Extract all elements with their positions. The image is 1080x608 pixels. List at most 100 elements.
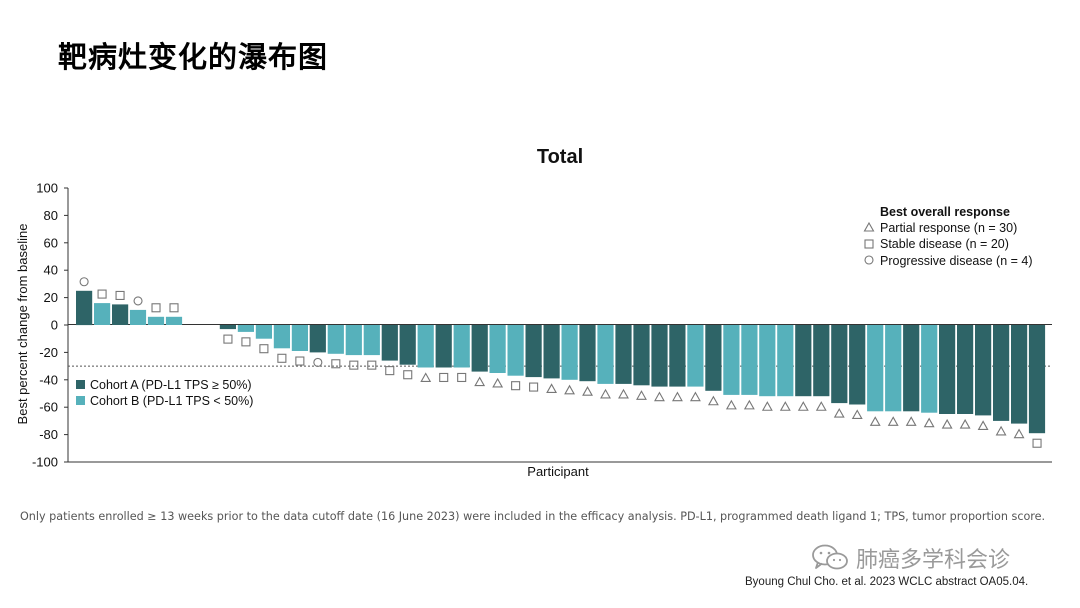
stable-disease-marker (151, 303, 161, 313)
partial-response-marker (941, 418, 953, 429)
partial-response-marker (797, 401, 809, 411)
partial-response-marker (905, 416, 917, 426)
bar (795, 325, 812, 397)
response-legend-item: Partial response (n = 30) (880, 221, 1017, 235)
progressive-disease-marker (79, 277, 89, 287)
partial-response-marker (959, 418, 971, 429)
partial-response-marker (851, 409, 863, 420)
partial-response-marker (474, 376, 486, 387)
stable-disease-marker (439, 372, 449, 383)
bar (129, 309, 147, 325)
x-axis-label: Participant (527, 464, 589, 479)
stable-disease-marker (1032, 438, 1042, 448)
bar (705, 325, 722, 391)
y-axis-label: Best percent change from baseline (15, 224, 30, 425)
partial-response-marker (725, 399, 737, 410)
bar (975, 325, 992, 416)
bar (903, 325, 920, 412)
response-markers-group (79, 277, 1042, 448)
partial-response-marker (689, 391, 701, 402)
bar (255, 325, 272, 339)
stable-disease-marker (385, 366, 395, 376)
bar (543, 325, 560, 379)
partial-response-marker (492, 377, 504, 388)
bar (417, 325, 434, 368)
cohort-legend-item: Cohort B (PD-L1 TPS < 50%) (90, 394, 253, 408)
bar (651, 325, 668, 387)
bar (723, 325, 740, 395)
bar (867, 325, 884, 412)
y-tick-label: 60 (44, 235, 58, 250)
partial-response-marker (671, 391, 683, 402)
partial-response-marker (923, 417, 935, 428)
stable-disease-marker (169, 303, 179, 313)
waterfall-chart: Total 100 80 60 40 20 0 -20 -40 -60 -80 -100 Parti… (15, 146, 1052, 479)
cohort-a-swatch (76, 380, 85, 389)
bar (309, 325, 326, 353)
stable-disease-marker (331, 359, 341, 369)
slide-title: 靶病灶变化的瀑布图 (58, 40, 329, 74)
response-legend-item: Stable disease (n = 20) (880, 237, 1009, 251)
bar (597, 325, 614, 384)
stable-disease-marker (259, 344, 269, 354)
partial-response-marker (707, 395, 719, 406)
bar (831, 325, 848, 404)
bar (237, 325, 254, 332)
partial-response-marker (887, 416, 899, 426)
bars-group (76, 290, 1046, 434)
bar (669, 325, 686, 387)
bar (112, 304, 129, 325)
stable-disease-marker (223, 334, 233, 344)
y-tick-label: 20 (44, 290, 58, 305)
partial-response-marker (815, 401, 827, 411)
bar (885, 325, 902, 412)
y-axis: 100 80 60 40 20 0 -20 -40 -60 -80 -100 (32, 181, 69, 470)
y-tick-label: -40 (39, 372, 58, 387)
stable-disease-marker (367, 360, 377, 370)
bar (471, 325, 488, 372)
bar (165, 316, 183, 325)
bar (813, 325, 830, 397)
y-tick-label: -80 (39, 427, 58, 442)
bar (939, 325, 956, 414)
bar (453, 325, 470, 368)
y-tick-label: 40 (44, 263, 58, 278)
partial-response-marker (977, 420, 989, 430)
bar (993, 325, 1010, 421)
y-tick-label: -100 (32, 455, 58, 470)
bar (381, 325, 398, 361)
partial-response-marker (1013, 428, 1025, 439)
response-legend-item: Progressive disease (n = 4) (880, 254, 1033, 268)
y-tick-label: 0 (51, 318, 58, 333)
bar (399, 325, 416, 365)
bar (525, 325, 542, 378)
bar (1028, 325, 1046, 434)
chart-title: Total (537, 146, 583, 168)
footnote: Only patients enrolled ≥ 13 weeks prior … (20, 510, 1046, 523)
partial-response-marker (546, 383, 558, 393)
bar (957, 325, 974, 414)
bar (76, 290, 93, 326)
partial-response-marker (654, 391, 665, 402)
stable-disease-marker (511, 381, 521, 391)
y-tick-label: -20 (39, 345, 58, 360)
circle-marker-icon (864, 255, 874, 265)
bar (579, 325, 596, 382)
wechat-icon (812, 544, 848, 570)
stable-disease-marker (403, 370, 413, 380)
watermark: 肺癌多学科会诊 (810, 542, 1010, 574)
bar (921, 325, 938, 413)
stable-disease-marker (97, 289, 107, 299)
bar (435, 325, 452, 368)
bar (507, 325, 524, 376)
bar (615, 325, 632, 384)
cohort-legend: Cohort A (PD-L1 TPS ≥ 50%) Cohort B (PD-… (76, 378, 253, 408)
progressive-disease-marker (133, 296, 143, 306)
bar (219, 325, 236, 330)
bar (687, 325, 704, 387)
bar (561, 325, 578, 380)
partial-response-marker (564, 384, 576, 395)
bar (345, 325, 362, 356)
bar (291, 325, 308, 351)
partial-response-marker (743, 399, 755, 410)
